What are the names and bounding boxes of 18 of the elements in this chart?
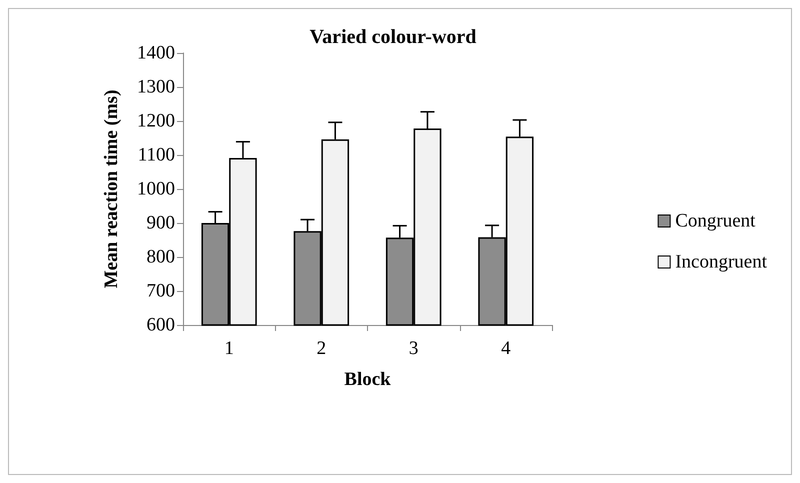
y-tick-label: 1300 <box>137 76 175 98</box>
x-tick-label: 1 <box>224 338 234 359</box>
y-tick-label: 900 <box>146 212 175 234</box>
y-axis-title: Mean reaction time (ms) <box>101 90 122 288</box>
x-tick-label: 2 <box>316 338 326 359</box>
x-tick-label: 4 <box>501 338 512 359</box>
y-tick-label: 600 <box>146 314 175 336</box>
legend-label: Congruent <box>675 210 756 232</box>
legend-label: Incongruent <box>675 252 768 272</box>
x-tick-label: 3 <box>408 338 418 359</box>
y-tick-label: 1400 <box>137 42 175 64</box>
y-tick-label: 1200 <box>137 110 175 132</box>
x-axis-title: Block <box>344 369 392 390</box>
y-tick-label: 800 <box>146 246 175 268</box>
y-tick-label: 1100 <box>138 144 175 166</box>
y-tick-label: 1000 <box>137 178 175 200</box>
y-tick-label: 700 <box>146 280 175 302</box>
chart-title: Varied colour-word <box>310 26 476 48</box>
